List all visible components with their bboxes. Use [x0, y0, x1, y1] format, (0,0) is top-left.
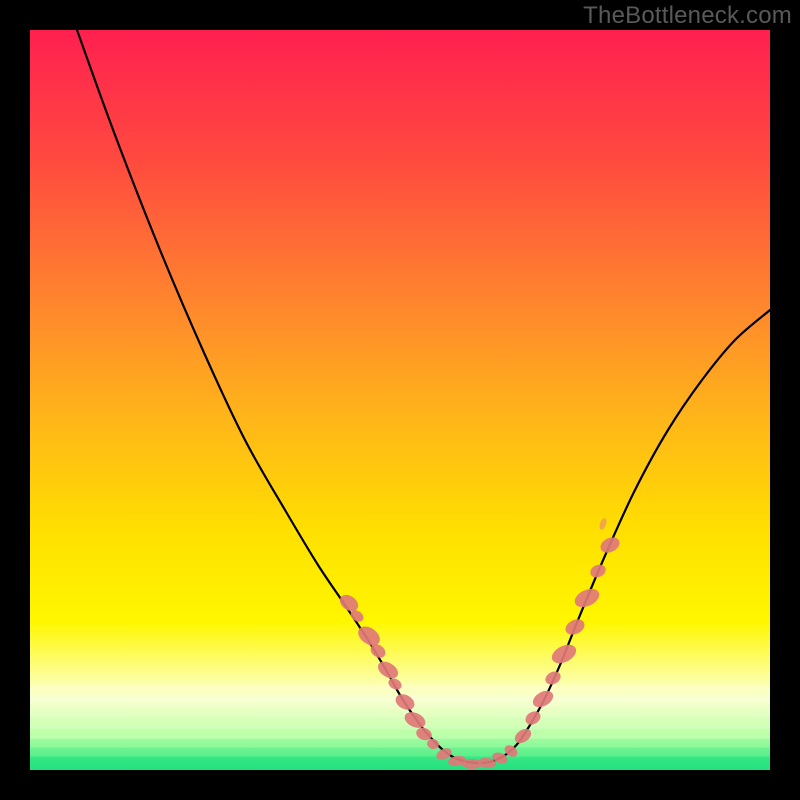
gradient-band — [30, 757, 770, 770]
gradient-band — [30, 718, 770, 725]
gradient-band — [30, 729, 770, 736]
watermark-text: TheBottleneck.com — [583, 2, 792, 30]
gradient-band — [30, 707, 770, 714]
gradient-band — [30, 739, 770, 746]
chart-stage: TheBottleneck.com — [0, 0, 800, 800]
chart-svg — [30, 30, 770, 770]
gradient-background — [30, 30, 770, 770]
gradient-band — [30, 748, 770, 755]
plot-area — [30, 30, 770, 770]
